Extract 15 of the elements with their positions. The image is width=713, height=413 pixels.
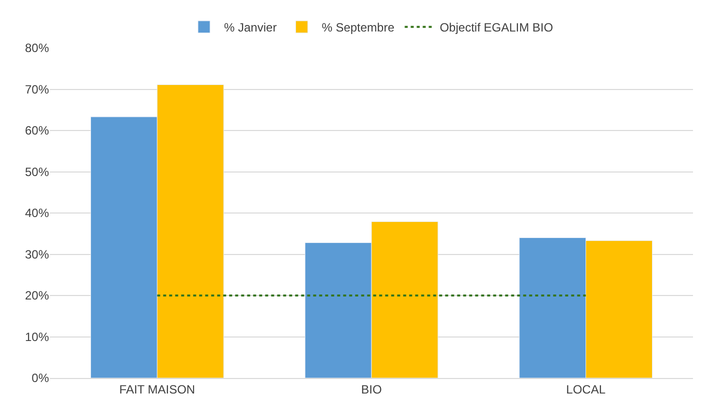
y-tick-label: 60% xyxy=(24,124,50,138)
y-tick-label: 80% xyxy=(24,41,50,56)
y-tick-label: 10% xyxy=(24,330,50,344)
legend-label: % Janvier xyxy=(224,20,277,35)
legend-label: Objectif EGALIM BIO xyxy=(440,20,554,35)
y-tick-label: 30% xyxy=(24,247,50,262)
y-tick-label: 70% xyxy=(24,82,50,96)
x-tick-label: FAIT MAISON xyxy=(119,382,196,396)
y-tick-label: 20% xyxy=(24,288,50,303)
y-tick-label: 50% xyxy=(24,164,50,179)
legend-label: % Septembre xyxy=(322,20,395,35)
x-tick-label: LOCAL xyxy=(566,382,606,396)
y-tick-label: 40% xyxy=(24,206,50,220)
x-tick-label: BIO xyxy=(361,382,382,396)
y-tick-label: 0% xyxy=(32,371,50,386)
